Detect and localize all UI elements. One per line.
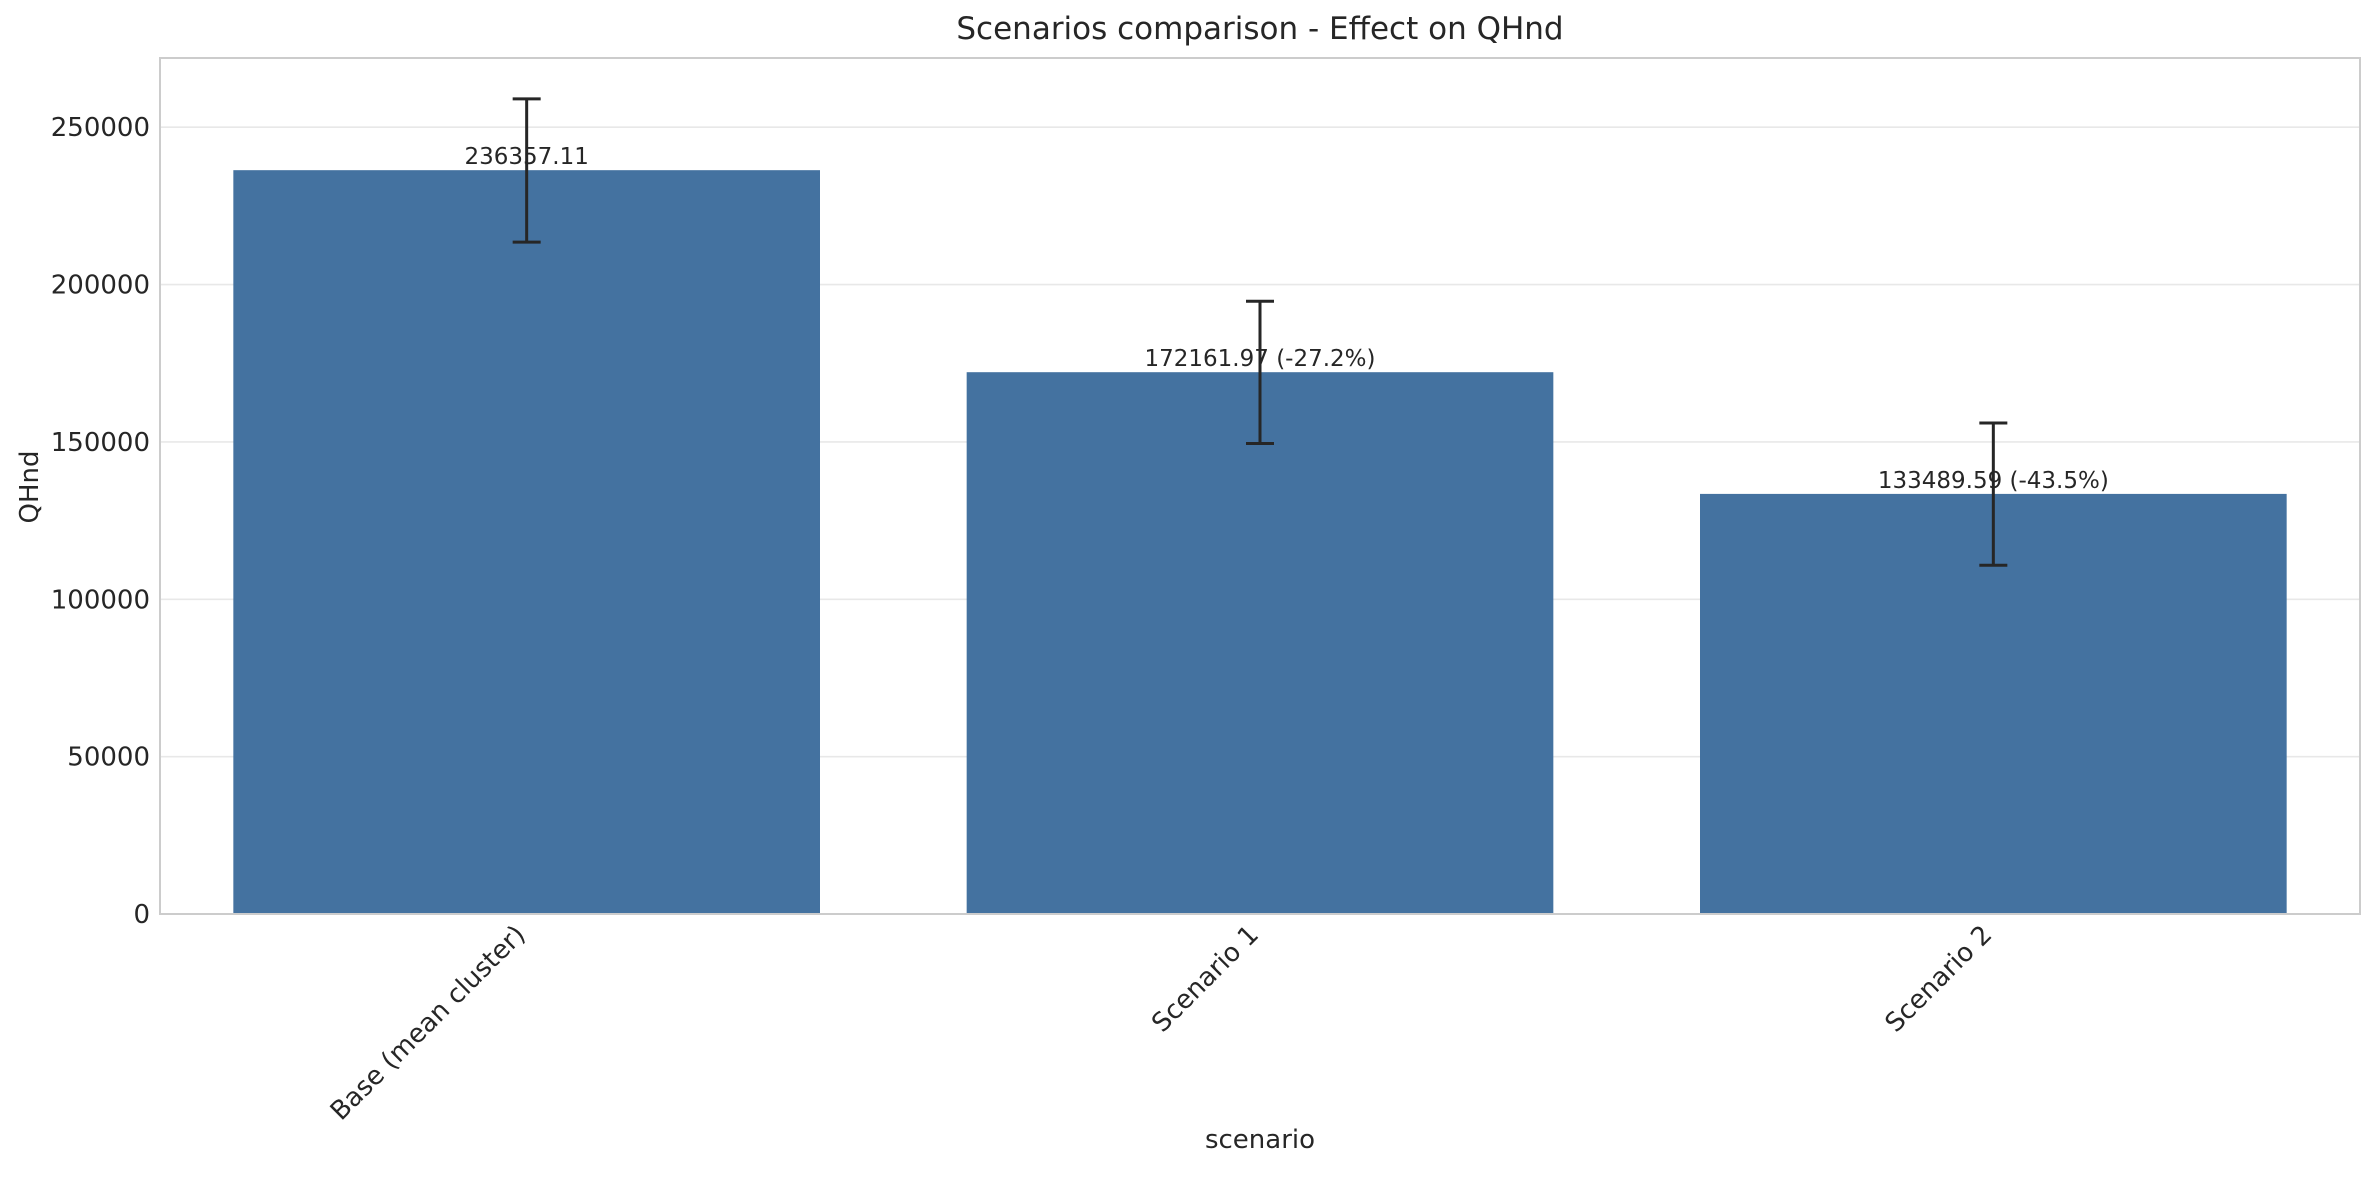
y-axis-ticks: 0 50000 100000 150000 200000 250000 bbox=[51, 113, 150, 930]
data-label: 133489.59 (-43.5%) bbox=[1878, 468, 2109, 494]
y-tick-label: 150000 bbox=[51, 428, 150, 458]
x-axis-label: scenario bbox=[1205, 1125, 1315, 1155]
y-tick-label: 250000 bbox=[51, 113, 150, 143]
y-tick-label: 0 bbox=[133, 900, 150, 930]
data-labels-layer: 236357.11 172161.97 (-27.2%) 133489.59 (-4… bbox=[464, 144, 2108, 494]
y-tick-label: 100000 bbox=[51, 585, 150, 615]
error-bars-layer bbox=[512, 97, 2008, 567]
bars-layer bbox=[233, 170, 2287, 914]
chart-title: Scenarios comparison - Effect on QHnd bbox=[956, 11, 1563, 47]
plot-frame bbox=[159, 57, 2361, 915]
bar bbox=[966, 372, 1554, 914]
data-label: 172161.97 (-27.2%) bbox=[1145, 346, 1376, 372]
y-tick-label: 200000 bbox=[51, 271, 150, 301]
y-tick-label: 50000 bbox=[67, 743, 150, 773]
bar bbox=[233, 170, 821, 914]
y-axis-label: QHnd bbox=[15, 451, 45, 524]
data-label: 236357.11 bbox=[464, 144, 588, 170]
